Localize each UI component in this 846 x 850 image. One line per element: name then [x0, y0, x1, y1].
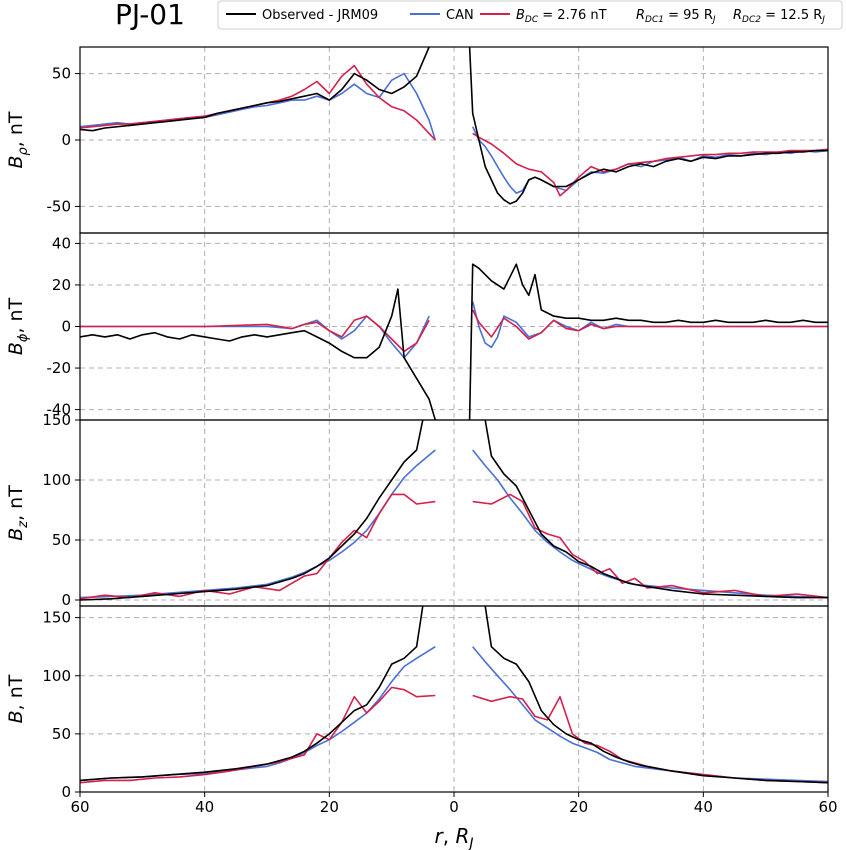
- series-line-can-left: [80, 315, 430, 359]
- x-tick-label: 0: [449, 798, 459, 816]
- legend-can-label: CAN: [446, 8, 474, 23]
- series-line-observed-right: [468, 47, 828, 205]
- x-tick-label: 40: [195, 798, 214, 816]
- y-tick-label: 50: [52, 65, 71, 83]
- series-line-observed-left: [80, 47, 430, 132]
- y-axis-label: Bϕ, nT: [5, 297, 31, 355]
- series-line-bdc-right: [471, 309, 828, 340]
- x-tick-label: 60: [70, 798, 89, 816]
- y-tick-label: 20: [52, 276, 71, 294]
- y-tick-label: 0: [61, 318, 71, 336]
- series-line-bdc-left: [80, 64, 436, 141]
- y-tick-label: -50: [47, 197, 72, 215]
- x-tick-label: 40: [694, 798, 713, 816]
- series-group: [80, 420, 828, 601]
- legend-frame: [217, 0, 843, 30]
- series-line-observed-right: [484, 420, 828, 599]
- series-group: [80, 47, 828, 205]
- series-group: [80, 263, 828, 420]
- series-line-bdc-right: [472, 132, 828, 197]
- y-tick-label: -40: [47, 401, 72, 419]
- y-tick-label: 150: [42, 411, 71, 429]
- y-axis-label: B, nT: [5, 674, 27, 723]
- y-tick-label: 0: [61, 131, 71, 149]
- series-line-bdc-right: [472, 493, 828, 599]
- series-line-can-right: [471, 126, 828, 194]
- series-line-can-right: [471, 301, 828, 349]
- panel-2: -40 -20 0 20 40 Bϕ, nT: [5, 232, 829, 421]
- y-tick-label: 100: [42, 471, 71, 489]
- panel-4: 0 50 100 150 B, nT 60 40 20 0 20 40 60: [5, 605, 838, 816]
- series-line-can-left: [80, 646, 436, 782]
- y-axis-label: Bρ, nT: [5, 111, 31, 168]
- x-axis-label: r, RJ: [435, 824, 474, 850]
- y-tick-label: 0: [61, 783, 71, 801]
- series-line-observed-right: [468, 263, 828, 420]
- legend-rdc1-label: RDC1 = 95 RJ: [636, 8, 716, 25]
- y-tick-label: 50: [52, 725, 71, 743]
- y-tick-label: 0: [61, 591, 71, 609]
- y-axis-label: Bz, nT: [5, 485, 31, 541]
- y-tick-label: 150: [42, 609, 71, 627]
- y-tick-label: 50: [52, 531, 71, 549]
- series-line-bdc-left: [80, 686, 436, 784]
- y-tick-label: -20: [47, 359, 72, 377]
- series-line-observed-right: [484, 606, 828, 784]
- y-tick-label: 40: [52, 234, 71, 252]
- x-tick-label: 20: [569, 798, 588, 816]
- series-line-bdc-left: [80, 493, 436, 600]
- legend-rdc2-label: RDC2 = 12.5 RJ: [733, 8, 825, 25]
- legend-bdc-label: BDC = 2.76 nT: [516, 8, 607, 25]
- series-line-can-left: [80, 72, 437, 141]
- series-line-observed-left: [80, 288, 437, 420]
- series-line-observed-left: [80, 606, 424, 782]
- chart-title: PJ-01: [115, 0, 185, 31]
- series-group: [80, 606, 828, 784]
- panel-1: -50 0 50 Bρ, nT: [5, 46, 829, 234]
- y-tick-label: 100: [42, 667, 71, 685]
- series-line-bdc-left: [80, 315, 430, 353]
- series-line-can-right: [472, 449, 828, 599]
- series-line-can-right: [472, 646, 828, 783]
- panel-3: 0 50 100 150 Bz, nT: [5, 411, 829, 609]
- series-line-observed-left: [80, 420, 424, 601]
- x-tick-label: 60: [818, 798, 837, 816]
- legend-observed-label: Observed - JRM09: [262, 8, 378, 23]
- legend: Observed - JRM09 CAN BDC = 2.76 nT RDC1 …: [217, 0, 843, 30]
- x-tick-label: 20: [320, 798, 339, 816]
- series-line-can-left: [80, 449, 436, 599]
